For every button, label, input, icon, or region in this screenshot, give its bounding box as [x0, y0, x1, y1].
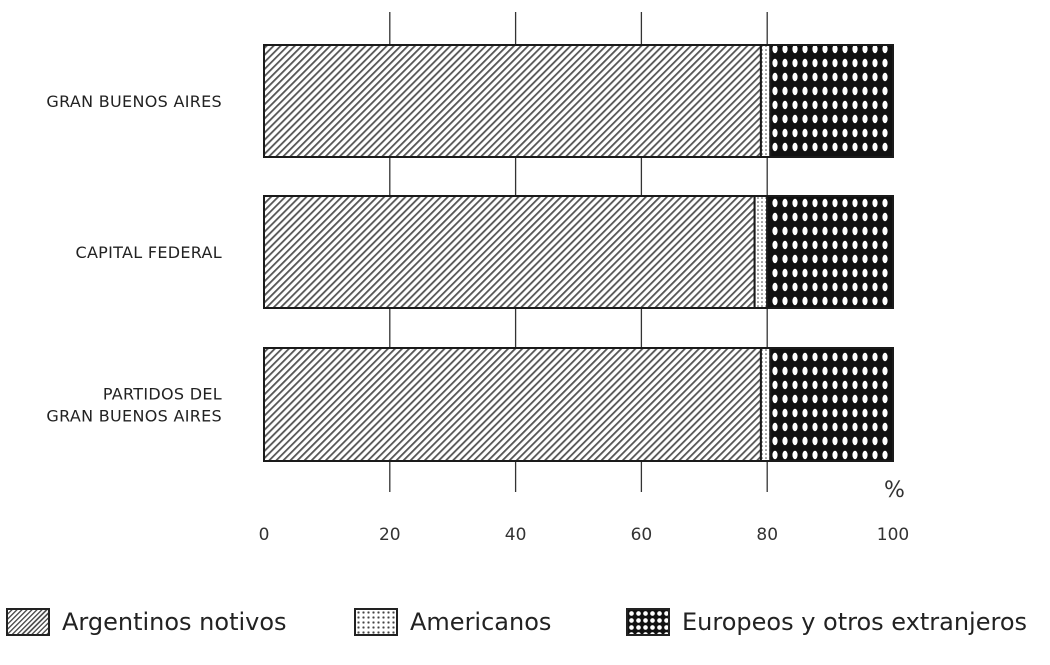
category-label-1-1: GRAN BUENOS AIRES: [46, 92, 222, 111]
category-label-3-2: GRAN BUENOS AIRES: [46, 407, 222, 426]
legend-label-europeos: Europeos y otros extranjeros: [682, 608, 1027, 636]
category-labels: GRAN BUENOS AIRES CAPITAL FEDERAL PARTIDOS…: [46, 92, 222, 426]
x-tick-label-100: 100: [877, 525, 909, 545]
legend-label-argentinos: Argentinos notivos: [62, 608, 287, 636]
x-tick-label-0: 0: [259, 525, 270, 545]
bar-segment-2-3: [766, 195, 895, 309]
bar-segment-2-2: [753, 195, 769, 309]
legend-item-americanos: Americanos: [354, 608, 551, 636]
crosshatch-swatch-icon: [626, 608, 670, 636]
legend-item-europeos: Europeos y otros extranjeros: [626, 608, 1027, 636]
bar-segment-1-1: [263, 44, 762, 158]
x-tick-label-80: 80: [756, 525, 778, 545]
legend-item-argentinos: Argentinos notivos: [6, 608, 287, 636]
hatch-swatch-icon: [6, 608, 50, 636]
stacked-bar-chart: GRAN BUENOS AIRES CAPITAL FEDERAL PARTIDOS…: [46, 12, 910, 545]
bar-segment-1-3: [769, 44, 894, 158]
x-tick-label-20: 20: [379, 525, 401, 545]
x-axis-ticks: 0 20 40 60 80 100: [259, 525, 910, 545]
category-label-2-1: CAPITAL FEDERAL: [75, 243, 222, 262]
dots-swatch-icon: [354, 608, 398, 636]
category-label-3-1: PARTIDOS DEL: [103, 385, 222, 404]
legend: Argentinos notivos Americanos Europeos y…: [0, 608, 1050, 658]
bar-segment-1-2: [759, 44, 772, 158]
x-tick-label-60: 60: [631, 525, 653, 545]
x-tick-label-40: 40: [505, 525, 527, 545]
bars: [263, 44, 895, 462]
bar-segment-2-1: [263, 195, 756, 309]
legend-label-americanos: Americanos: [410, 608, 552, 636]
bar-segment-3-3: [769, 347, 894, 462]
unit-label: %: [884, 478, 905, 503]
bar-segment-3-2: [759, 347, 772, 462]
bar-segment-3-1: [263, 347, 762, 462]
